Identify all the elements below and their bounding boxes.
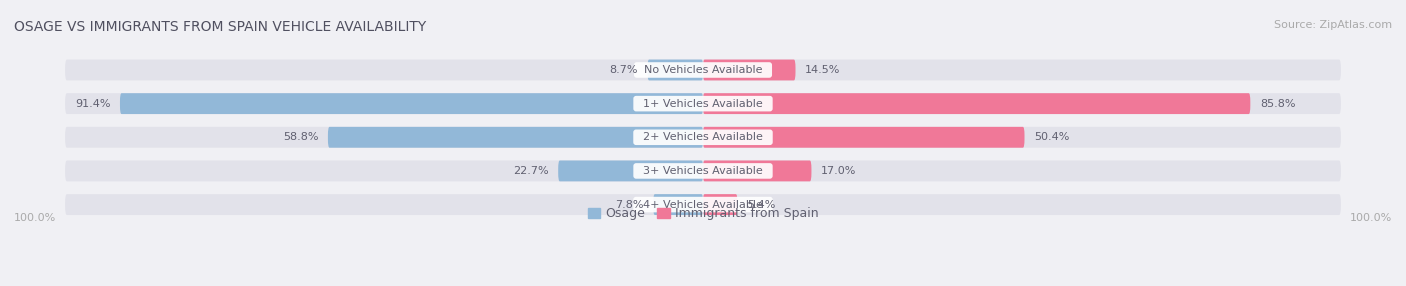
Text: Source: ZipAtlas.com: Source: ZipAtlas.com <box>1274 20 1392 30</box>
FancyBboxPatch shape <box>65 127 1341 148</box>
Text: 50.4%: 50.4% <box>1033 132 1070 142</box>
Text: 3+ Vehicles Available: 3+ Vehicles Available <box>636 166 770 176</box>
Text: 1+ Vehicles Available: 1+ Vehicles Available <box>636 99 770 109</box>
FancyBboxPatch shape <box>328 127 703 148</box>
FancyBboxPatch shape <box>65 194 1341 215</box>
Text: 58.8%: 58.8% <box>283 132 318 142</box>
Text: 2+ Vehicles Available: 2+ Vehicles Available <box>636 132 770 142</box>
Legend: Osage, Immigrants from Spain: Osage, Immigrants from Spain <box>588 207 818 220</box>
Text: 85.8%: 85.8% <box>1260 99 1295 109</box>
Text: 100.0%: 100.0% <box>1350 213 1392 223</box>
Text: 17.0%: 17.0% <box>821 166 856 176</box>
Text: OSAGE VS IMMIGRANTS FROM SPAIN VEHICLE AVAILABILITY: OSAGE VS IMMIGRANTS FROM SPAIN VEHICLE A… <box>14 20 426 34</box>
Text: 5.4%: 5.4% <box>747 200 775 210</box>
Text: 100.0%: 100.0% <box>14 213 56 223</box>
Text: No Vehicles Available: No Vehicles Available <box>637 65 769 75</box>
Text: 91.4%: 91.4% <box>75 99 111 109</box>
Text: 8.7%: 8.7% <box>609 65 638 75</box>
Text: 14.5%: 14.5% <box>806 65 841 75</box>
FancyBboxPatch shape <box>703 127 1025 148</box>
FancyBboxPatch shape <box>65 59 1341 80</box>
Text: 4+ Vehicles Available: 4+ Vehicles Available <box>636 200 770 210</box>
FancyBboxPatch shape <box>703 93 1250 114</box>
FancyBboxPatch shape <box>558 160 703 181</box>
FancyBboxPatch shape <box>703 194 738 215</box>
Text: 7.8%: 7.8% <box>616 200 644 210</box>
FancyBboxPatch shape <box>65 160 1341 181</box>
FancyBboxPatch shape <box>703 59 796 80</box>
FancyBboxPatch shape <box>703 160 811 181</box>
FancyBboxPatch shape <box>654 194 703 215</box>
FancyBboxPatch shape <box>120 93 703 114</box>
Text: 22.7%: 22.7% <box>513 166 548 176</box>
FancyBboxPatch shape <box>65 93 1341 114</box>
FancyBboxPatch shape <box>648 59 703 80</box>
